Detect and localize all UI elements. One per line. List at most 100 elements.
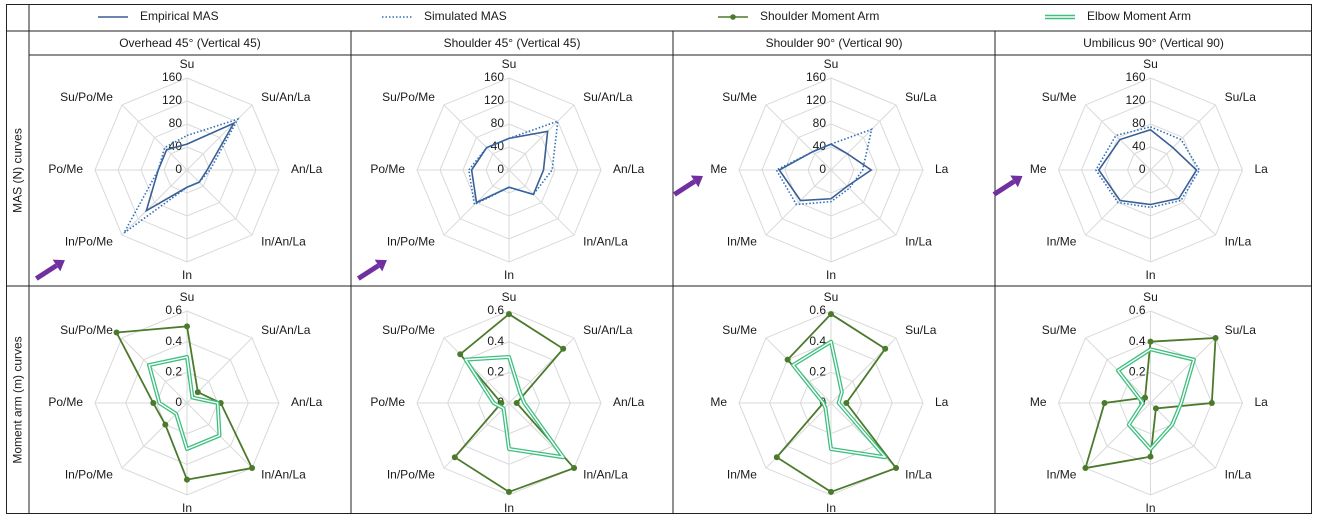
column-title: Umbilicus 90° (Vertical 90) <box>1083 36 1224 50</box>
legend-label: Shoulder Moment Arm <box>760 9 879 23</box>
radar-chart: 00.20.40.6SuSu/An/LaAn/LaIn/An/LaInIn/Po… <box>370 290 644 515</box>
axis-label: In <box>1145 501 1155 515</box>
arrow-shaft <box>356 263 380 281</box>
figure-frame <box>6 4 1312 514</box>
outer-border <box>6 4 1312 514</box>
axis-label: Su/An/La <box>583 323 633 337</box>
shoulder-moment-arm-point <box>1212 334 1219 341</box>
grid-spoke <box>1150 104 1216 171</box>
axis-label: Su/La <box>1225 323 1257 337</box>
arrow-head <box>52 259 65 272</box>
tick-label: 0.2 <box>487 365 504 379</box>
arrow-shaft <box>992 179 1016 197</box>
axis-label: An/La <box>291 162 323 176</box>
axis-label: In/La <box>905 234 932 248</box>
grid-spoke <box>1150 402 1216 469</box>
axis-label: In <box>826 268 836 282</box>
series-empirical-mas <box>778 143 873 202</box>
shoulder-moment-arm-point <box>184 323 190 330</box>
tick-label: 0.4 <box>809 334 826 348</box>
axis-label: In/Me <box>1046 234 1076 248</box>
axis-label: Su/Me <box>722 90 757 104</box>
axis-label: Su <box>180 290 195 304</box>
tick-label: 80 <box>169 116 183 130</box>
axis-label: In <box>826 501 836 515</box>
arrow-shaft <box>673 179 696 197</box>
grid-spoke <box>121 169 188 236</box>
tick-label: 120 <box>806 93 826 107</box>
legend-entry: Simulated MAS <box>382 9 507 23</box>
shoulder-moment-arm-point <box>893 465 900 472</box>
axis-label: In/Me <box>727 467 757 481</box>
grid-spoke <box>443 104 510 171</box>
highlight-arrow <box>356 259 387 281</box>
tick-label: 40 <box>491 139 505 153</box>
axis-label: Su/La <box>905 323 937 337</box>
axis-label: Su <box>502 290 517 304</box>
shoulder-moment-arm-point <box>1152 405 1159 412</box>
grid-spoke <box>508 104 575 171</box>
highlight-arrow <box>34 259 65 281</box>
highlight-arrow <box>673 175 703 197</box>
tick-label: 0 <box>497 162 504 176</box>
axis-label: An/La <box>613 162 645 176</box>
axis-label: In/Po/Me <box>387 234 435 248</box>
grid-spoke <box>508 169 575 236</box>
column-headers: Overhead 45° (Vertical 45) Shoulder 45° (… <box>119 36 1224 50</box>
shoulder-moment-arm-point <box>113 329 120 336</box>
legend-label: Elbow Moment Arm <box>1087 9 1191 23</box>
tick-label: 0 <box>819 162 826 176</box>
grid-spoke <box>1085 104 1151 171</box>
grid-spoke <box>765 169 832 236</box>
shoulder-moment-arm-point <box>1101 400 1108 406</box>
series-empirical-mas <box>470 130 549 204</box>
shoulder-moment-arm-point <box>194 389 201 396</box>
tick-label: 0.4 <box>487 334 504 348</box>
tick-label: 160 <box>806 70 826 84</box>
shoulder-moment-arm-point <box>773 454 780 461</box>
axis-label: Su/An/La <box>261 323 311 337</box>
shoulder-moment-arm-point <box>571 465 578 472</box>
grid-spoke <box>443 337 510 404</box>
radar-chart: 00.20.40.6SuSu/An/LaAn/LaIn/An/LaInIn/Po… <box>48 290 322 515</box>
arrow-head <box>1010 175 1023 188</box>
axis-label: In <box>182 501 192 515</box>
shoulder-moment-arm-point <box>513 400 520 406</box>
tick-label: 120 <box>1125 93 1145 107</box>
axis-label: Su <box>1143 57 1158 71</box>
shoulder-moment-arm-point <box>843 400 850 406</box>
series-elbow-moment-arm-inner <box>464 356 564 458</box>
axis-label: Me <box>1030 162 1047 176</box>
shoulder-moment-arm-point <box>506 488 512 495</box>
grid-spoke <box>186 104 253 171</box>
shoulder-moment-arm-point <box>451 454 458 461</box>
axis-label: In/An/La <box>583 467 628 481</box>
tick-label: 160 <box>484 70 504 84</box>
grid-spoke <box>186 169 253 236</box>
arrow-head <box>690 175 703 188</box>
shoulder-moment-arm-point <box>828 488 834 495</box>
radar-panels: 04080120160SuSu/An/LaAn/LaIn/An/LaInIn/P… <box>34 57 1268 515</box>
tick-label: 40 <box>1132 139 1146 153</box>
axis-label: In <box>182 268 192 282</box>
shoulder-moment-arm-point <box>828 311 834 318</box>
tick-label: 160 <box>1125 70 1145 84</box>
tick-label: 120 <box>484 93 504 107</box>
grid-spoke <box>121 104 188 171</box>
grid-spoke <box>121 337 188 404</box>
axis-label: La <box>935 395 949 409</box>
legend-marker <box>730 14 736 20</box>
axis-label: Su/La <box>1225 90 1257 104</box>
grid-spoke <box>765 104 832 171</box>
axis-label: Su/Po/Me <box>382 323 435 337</box>
tick-label: 0.2 <box>165 365 182 379</box>
tick-label: 0.6 <box>809 303 826 317</box>
grid-spoke <box>1150 337 1216 404</box>
series-elbow-moment-arm-inner <box>148 356 221 450</box>
axis-label: In/Po/Me <box>65 467 113 481</box>
arrow-head <box>374 259 387 272</box>
arrow-shaft <box>34 263 58 281</box>
legend: Empirical MAS Simulated MAS Shoulder Momen… <box>98 9 1191 23</box>
